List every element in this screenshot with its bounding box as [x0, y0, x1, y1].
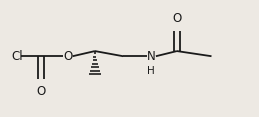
Text: H: H: [147, 66, 155, 76]
Text: O: O: [63, 50, 73, 63]
Text: O: O: [37, 85, 46, 98]
Text: Cl: Cl: [12, 50, 23, 63]
Text: O: O: [172, 12, 182, 25]
Text: N: N: [147, 50, 156, 63]
